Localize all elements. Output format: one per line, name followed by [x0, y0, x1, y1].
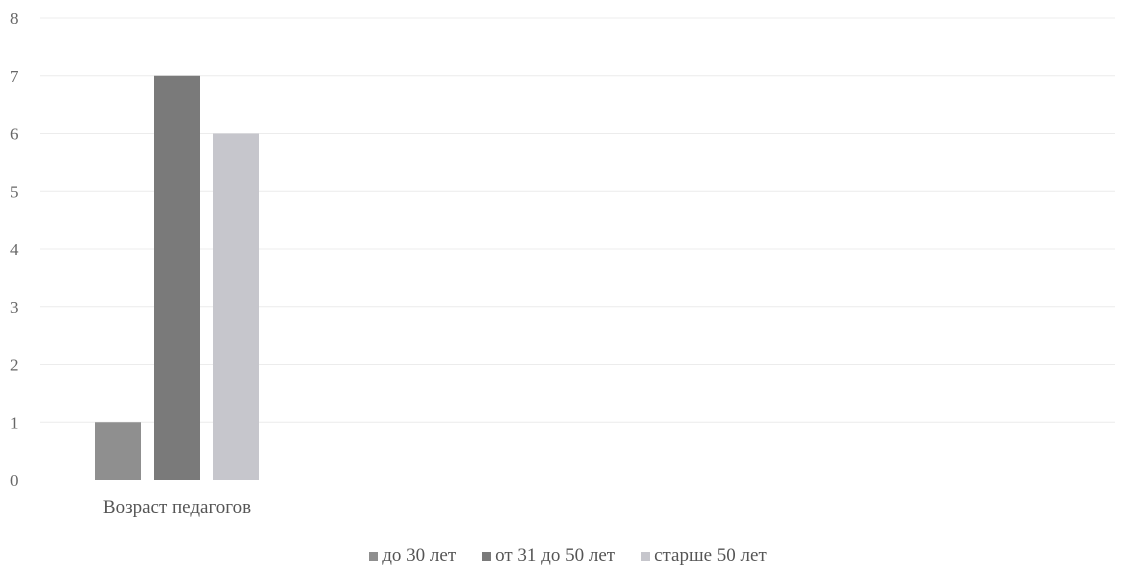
category-label: Возраст педагогов [103, 497, 251, 518]
legend-item: от 31 до 50 лет [482, 545, 615, 567]
legend-item: до 30 лет [369, 545, 456, 567]
y-tick-label: 6 [10, 125, 19, 144]
y-tick-label: 5 [10, 182, 19, 201]
legend-label: старше 50 лет [654, 545, 767, 566]
bar [213, 133, 259, 480]
y-tick-label: 2 [10, 356, 19, 375]
bar-chart: 0 1 2 3 4 5 6 7 8 Возраст педагогов [10, 9, 1115, 518]
legend: до 30 лет от 31 до 50 лет старше 50 лет [0, 545, 1136, 567]
legend-swatch [369, 551, 379, 561]
y-tick-label: 7 [10, 67, 19, 86]
bars [95, 75, 259, 480]
y-tick-label: 3 [10, 298, 19, 317]
legend-swatch [641, 551, 651, 561]
y-tick-label: 4 [10, 240, 19, 259]
y-tick-label: 8 [10, 9, 19, 28]
legend-swatch [482, 551, 492, 561]
bar [154, 75, 200, 480]
y-tick-label: 0 [10, 471, 19, 490]
y-tick-label: 1 [10, 413, 19, 432]
bar [95, 422, 141, 480]
y-axis-ticks: 0 1 2 3 4 5 6 7 8 [10, 9, 19, 490]
gridlines [40, 17, 1115, 423]
legend-label: от 31 до 50 лет [495, 545, 616, 566]
legend-label: до 30 лет [382, 545, 457, 566]
legend-item: старше 50 лет [641, 545, 767, 567]
x-axis-labels: Возраст педагогов [103, 497, 251, 518]
